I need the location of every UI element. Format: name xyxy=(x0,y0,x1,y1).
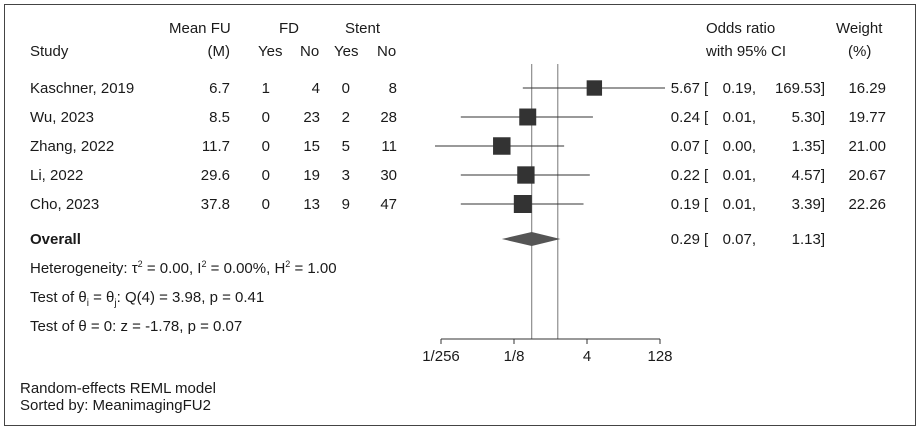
fd-no: 15 xyxy=(303,138,320,155)
stent-yes: 3 xyxy=(341,167,350,184)
header-weight-title: Weight xyxy=(836,20,883,37)
stent-no: 11 xyxy=(381,138,397,155)
study-marker xyxy=(519,108,537,126)
ci-low: 0.00, xyxy=(722,138,756,155)
mean-fu: 8.5 xyxy=(209,109,230,126)
odds-ratio: 0.07 xyxy=(670,138,700,155)
weight: 21.00 xyxy=(848,138,886,155)
study-marker xyxy=(586,80,603,96)
x-tick-label: 4 xyxy=(583,348,591,365)
study-name: Zhang, 2022 xyxy=(30,138,115,155)
study-marker xyxy=(517,166,535,184)
overall-ci-high: 1.13] xyxy=(791,231,825,248)
header-or-subtitle: with 95% CI xyxy=(706,43,787,60)
stent-yes: 5 xyxy=(341,138,350,155)
header-stent: Stent xyxy=(345,20,381,37)
stent-no: 47 xyxy=(380,196,397,213)
stent-no: 28 xyxy=(380,109,397,126)
study-name: Wu, 2023 xyxy=(30,109,94,126)
stent-yes: 0 xyxy=(341,80,350,97)
study-name: Kaschner, 2019 xyxy=(30,80,135,97)
mean-fu: 37.8 xyxy=(200,196,230,213)
weight: 20.67 xyxy=(848,167,886,184)
overall-odds-ratio: 0.29 xyxy=(670,231,700,248)
x-tick-label: 128 xyxy=(647,348,672,365)
fd-yes: 0 xyxy=(261,167,270,184)
header-study: Study xyxy=(30,43,69,60)
fd-yes: 0 xyxy=(261,196,270,213)
test-zero-text: Test of θ = 0: z = -1.78, p = 0.07 xyxy=(30,318,243,335)
header-meanfu: Mean FU xyxy=(169,20,231,37)
mean-fu: 11.7 xyxy=(201,138,230,155)
x-tick-label: 1/256 xyxy=(422,348,460,365)
fd-no: 13 xyxy=(303,196,320,213)
stent-no: 30 xyxy=(380,167,397,184)
odds-ratio: 0.19 xyxy=(670,196,700,213)
header-fd: FD xyxy=(279,20,299,37)
mean-fu: 6.7 xyxy=(209,80,230,97)
weight: 19.77 xyxy=(848,109,886,126)
mean-fu: 29.6 xyxy=(200,167,230,184)
fd-yes: 0 xyxy=(261,109,270,126)
study-name: Li, 2022 xyxy=(30,167,84,184)
odds-ratio: 0.22 xyxy=(670,167,700,184)
ci-low: 0.01, xyxy=(722,196,756,213)
stent-yes: 9 xyxy=(341,196,350,213)
x-tick-label: 1/8 xyxy=(504,348,525,365)
ci-high: 5.30] xyxy=(791,109,825,126)
stent-no: 8 xyxy=(388,80,397,97)
footer-model: Random-effects REML model xyxy=(20,380,216,397)
odds-ratio: 0.24 xyxy=(670,109,700,126)
header-stent-no: No xyxy=(377,43,397,60)
ci-low: 0.19, xyxy=(722,80,756,97)
fd-no: 4 xyxy=(311,80,320,97)
header-or-title: Odds ratio xyxy=(706,20,776,37)
weight: 22.26 xyxy=(848,196,886,213)
heterogeneity-text: Heterogeneity: τ2 = 0.00, I2 = 0.00%, H2… xyxy=(30,259,337,278)
ci-high: 1.35] xyxy=(791,138,825,155)
header-stent-yes: Yes xyxy=(334,43,359,60)
ci-high: 3.39] xyxy=(791,196,825,213)
figure-frame xyxy=(4,4,916,426)
fd-no: 19 xyxy=(303,167,320,184)
study-name: Cho, 2023 xyxy=(30,196,100,213)
fd-yes: 0 xyxy=(261,138,270,155)
header-meanfu-unit: (M) xyxy=(207,43,231,60)
ci-low: 0.01, xyxy=(722,167,756,184)
study-marker xyxy=(493,137,511,155)
ci-low: 0.01, xyxy=(722,109,756,126)
header-fd-no: No xyxy=(300,43,320,60)
fd-yes: 1 xyxy=(261,80,270,97)
overall-diamond xyxy=(501,232,561,246)
test-homogeneity-text: Test of θi = θj: Q(4) = 3.98, p = 0.41 xyxy=(30,289,265,309)
fd-no: 23 xyxy=(303,109,320,126)
study-marker xyxy=(513,195,532,213)
ci-high: 4.57] xyxy=(791,167,825,184)
overall-label: Overall xyxy=(30,231,81,248)
ci-high: 169.53] xyxy=(774,80,825,97)
header-weight-unit: (%) xyxy=(848,43,872,60)
odds-ratio: 5.67 xyxy=(670,80,700,97)
header-fd-yes: Yes xyxy=(258,43,283,60)
stent-yes: 2 xyxy=(341,109,350,126)
footer-sorted: Sorted by: MeanimagingFU2 xyxy=(20,397,211,414)
weight: 16.29 xyxy=(848,80,886,97)
overall-ci-low: 0.07, xyxy=(722,231,756,248)
